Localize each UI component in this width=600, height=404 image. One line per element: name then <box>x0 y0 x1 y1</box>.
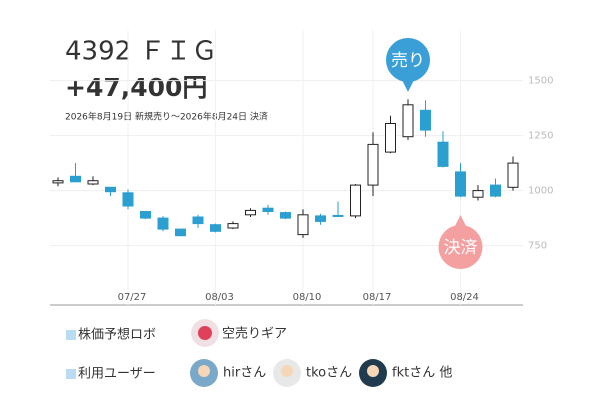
candle-body <box>227 223 239 229</box>
candle-body <box>175 228 186 237</box>
annotation-bubble <box>438 225 483 269</box>
user-avatar-face <box>198 365 210 377</box>
users-label: 利用ユーザー <box>78 367 156 382</box>
candle-body <box>332 214 344 217</box>
candle-body <box>280 212 291 219</box>
candle-body <box>105 186 116 193</box>
candle-body <box>70 175 81 183</box>
x-tick-label: 08/03 <box>205 292 234 303</box>
user-name: hirさん <box>223 366 266 381</box>
candle-body <box>507 162 519 188</box>
user-name: fktさん 他 <box>392 366 452 381</box>
y-tick-label: 1500 <box>528 76 553 87</box>
candle-body <box>297 214 309 236</box>
candle-body <box>245 209 256 216</box>
x-tick-label: 07/27 <box>118 292 147 303</box>
candle-body <box>192 216 204 225</box>
x-tick-label: 08/10 <box>293 292 322 303</box>
candle-body <box>455 171 466 197</box>
robot-name: 空売りギア <box>222 326 287 342</box>
candle-body <box>437 141 449 167</box>
candle-body <box>210 224 221 232</box>
candle-body <box>157 217 169 230</box>
profit: +47,400円 <box>65 73 207 102</box>
annotation-pointer <box>454 215 467 227</box>
robot-icon-flower <box>198 326 212 340</box>
candle-body <box>490 184 501 197</box>
candle-body <box>52 180 64 184</box>
annotation-label: 売り <box>391 51 425 71</box>
bullet <box>66 330 76 340</box>
x-tick-label: 08/17 <box>363 292 392 303</box>
candle-body <box>385 123 396 153</box>
candle-body <box>122 192 134 207</box>
y-tick-label: 1250 <box>528 131 553 142</box>
candle-body <box>315 215 326 222</box>
candle-body <box>87 180 99 185</box>
bullet <box>66 369 76 379</box>
annotation-bubble <box>386 38 430 82</box>
candle-body <box>350 184 361 217</box>
candle-body <box>402 104 414 138</box>
candle-body <box>262 207 274 212</box>
annotation-pointer <box>402 80 414 92</box>
user-avatar-face <box>367 365 379 377</box>
candle-body <box>472 190 484 198</box>
user-name: tkoさん <box>306 366 352 381</box>
y-tick-label: 1000 <box>528 186 553 197</box>
annotation-label: 決済 <box>444 238 478 258</box>
x-tick-label: 08/24 <box>450 292 479 303</box>
y-tick-label: 750 <box>528 241 547 252</box>
title: 4392 ＦＩＧ <box>65 37 217 67</box>
robot-label: 株価予想ロボ <box>78 327 156 343</box>
candle-body <box>367 143 379 186</box>
candle-body <box>140 211 151 219</box>
candle-body <box>420 109 431 131</box>
user-avatar-face <box>281 365 293 377</box>
period: 2026年8月19日 新規売り～2026年8月24日 決済 <box>65 111 268 123</box>
